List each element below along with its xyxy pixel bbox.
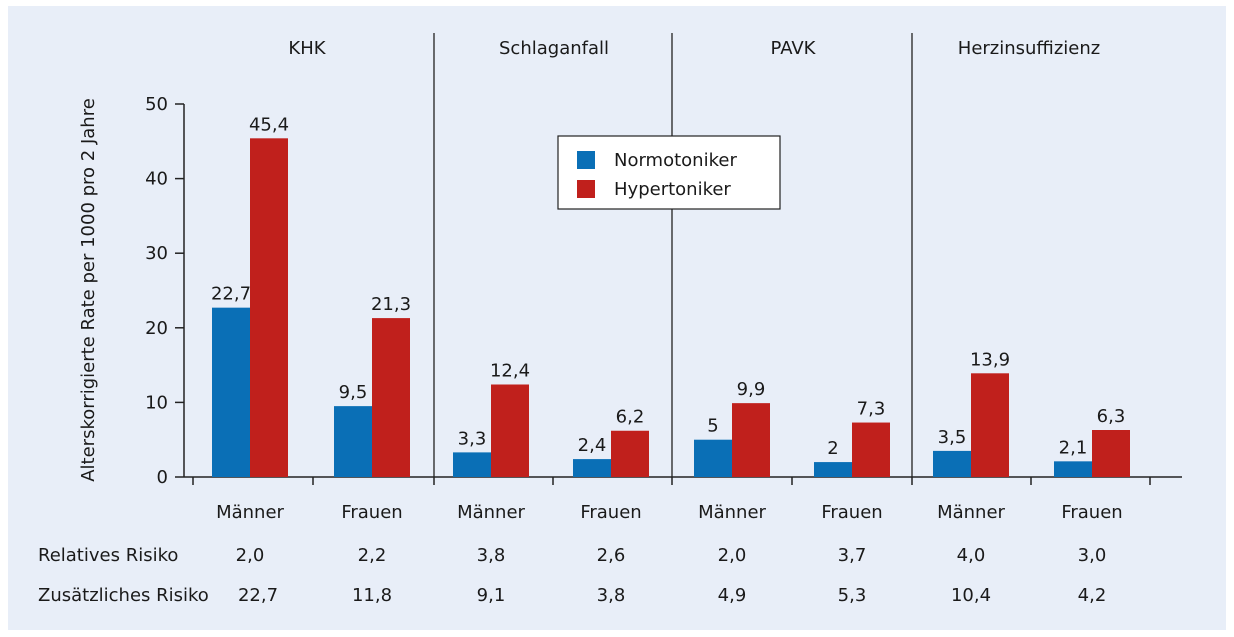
risk-value: 22,7 xyxy=(238,585,278,606)
data-label: 9,9 xyxy=(737,379,766,400)
data-label: 6,3 xyxy=(1097,406,1126,427)
risk-value: 2,2 xyxy=(358,545,387,566)
data-label: 2,1 xyxy=(1059,437,1088,458)
data-label: 9,5 xyxy=(339,382,368,403)
chart-frame xyxy=(8,6,1226,630)
group-title: PAVK xyxy=(771,38,817,59)
group-title: KHK xyxy=(288,38,326,59)
group-title: Schlaganfall xyxy=(499,38,609,59)
risk-value: 9,1 xyxy=(477,585,506,606)
risk-value: 3,8 xyxy=(477,545,506,566)
risk-value: 2,0 xyxy=(718,545,747,566)
data-label: 45,4 xyxy=(249,114,289,135)
bar-hypertoniker xyxy=(971,373,1009,477)
data-label: 3,5 xyxy=(938,427,967,448)
data-label: 22,7 xyxy=(211,284,251,305)
risk-value: 5,3 xyxy=(838,585,867,606)
bar-normotoniker xyxy=(814,462,852,477)
y-axis-label: Alterskorrigierte Rate per 1000 pro 2 Ja… xyxy=(78,98,99,482)
y-tick-label: 30 xyxy=(145,243,168,264)
bar-normotoniker xyxy=(453,452,491,477)
bar-hypertoniker xyxy=(250,138,288,478)
risk-value: 2,0 xyxy=(236,545,265,566)
x-category-label: Männer xyxy=(698,502,766,523)
y-tick-label: 50 xyxy=(145,94,168,115)
bar-normotoniker xyxy=(694,439,732,477)
bar-hypertoniker xyxy=(1092,430,1130,477)
legend-swatch-hypertoniker xyxy=(577,180,595,198)
data-label: 6,2 xyxy=(616,407,645,428)
x-category-label: Männer xyxy=(457,502,525,523)
bar-hypertoniker xyxy=(852,422,890,477)
risk-value: 3,8 xyxy=(597,585,626,606)
data-label: 3,3 xyxy=(458,428,487,449)
risk-value: 4,9 xyxy=(718,585,747,606)
y-tick-label: 0 xyxy=(157,467,168,488)
y-tick-label: 20 xyxy=(145,318,168,339)
risk-value: 2,6 xyxy=(597,545,626,566)
data-label: 2,4 xyxy=(578,435,607,456)
bar-normotoniker xyxy=(212,307,250,477)
y-tick-label: 40 xyxy=(145,169,168,190)
data-label: 2 xyxy=(827,438,838,459)
bar-hypertoniker xyxy=(372,318,410,477)
bar-hypertoniker xyxy=(732,403,770,477)
risk-value: 4,0 xyxy=(957,545,986,566)
data-label: 5 xyxy=(707,416,718,437)
bar-normotoniker xyxy=(933,450,971,477)
x-category-label: Frauen xyxy=(1061,502,1122,523)
risk-value: 3,0 xyxy=(1078,545,1107,566)
risk-row-label: Zusätzliches Risiko xyxy=(38,585,209,606)
bar-hypertoniker xyxy=(491,384,529,477)
x-category-label: Frauen xyxy=(821,502,882,523)
y-tick-label: 10 xyxy=(145,392,168,413)
x-category-label: Frauen xyxy=(341,502,402,523)
bar-normotoniker xyxy=(573,459,611,477)
risk-value: 4,2 xyxy=(1078,585,1107,606)
x-category-label: Männer xyxy=(937,502,1005,523)
risk-value: 11,8 xyxy=(352,585,392,606)
legend-label: Normotoniker xyxy=(614,150,737,171)
risk-value: 10,4 xyxy=(951,585,991,606)
data-label: 13,9 xyxy=(970,349,1010,370)
legend-label: Hypertoniker xyxy=(614,179,731,200)
group-title: Herzinsuffizienz xyxy=(958,38,1100,59)
x-category-label: Männer xyxy=(216,502,284,523)
risk-value: 3,7 xyxy=(838,545,867,566)
bar-normotoniker xyxy=(334,406,372,477)
bar-normotoniker xyxy=(1054,461,1092,477)
legend-swatch-normotoniker xyxy=(577,151,595,169)
risk-row-label: Relatives Risiko xyxy=(38,545,178,566)
x-category-label: Frauen xyxy=(580,502,641,523)
bar-hypertoniker xyxy=(611,430,649,477)
data-label: 7,3 xyxy=(857,399,886,420)
data-label: 21,3 xyxy=(371,294,411,315)
data-label: 12,4 xyxy=(490,360,530,381)
